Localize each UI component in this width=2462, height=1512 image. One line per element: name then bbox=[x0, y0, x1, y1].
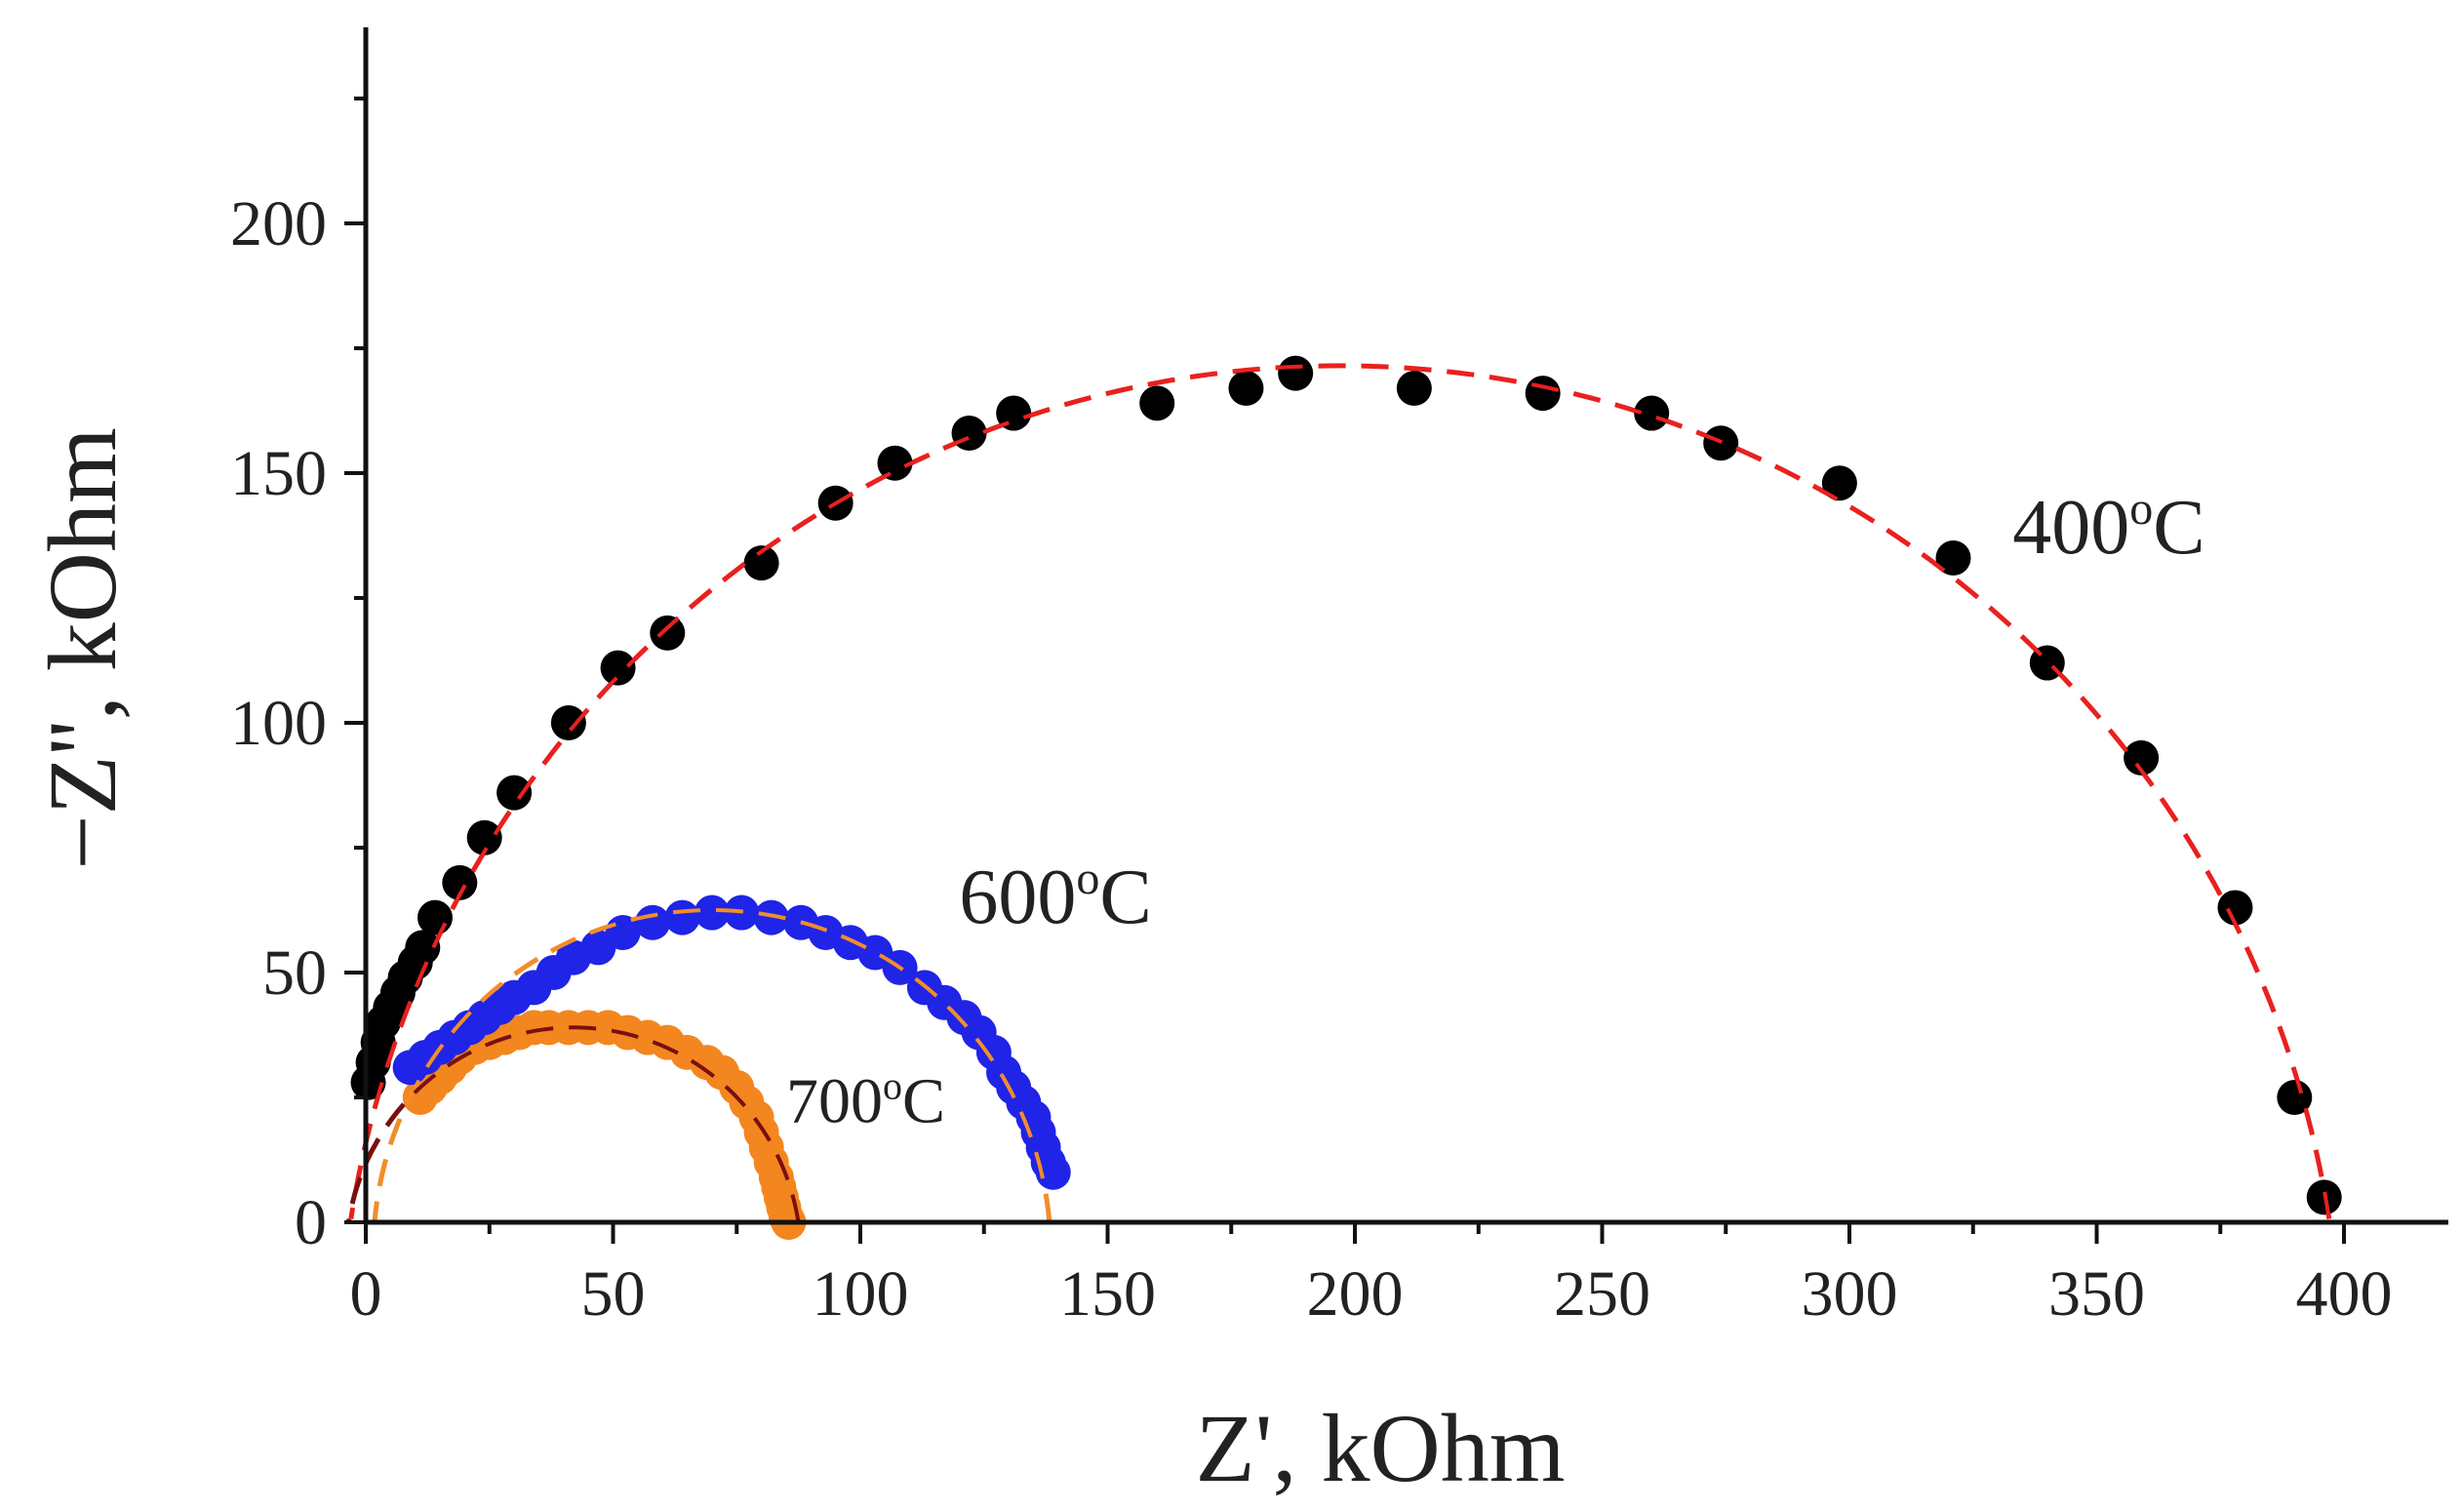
y-axis-title: −Z'', kOhm bbox=[28, 427, 137, 870]
data-point bbox=[1634, 395, 1670, 431]
data-point bbox=[1821, 465, 1857, 501]
x-tick-label: 300 bbox=[1802, 1258, 1898, 1330]
data-point bbox=[2277, 1080, 2313, 1115]
y-tick-label: 100 bbox=[230, 688, 327, 759]
data-point bbox=[753, 899, 789, 935]
data-point bbox=[2217, 890, 2253, 926]
data-point bbox=[600, 650, 636, 686]
fit-curve-overlay-700 bbox=[346, 1025, 801, 1222]
data-point bbox=[417, 899, 453, 935]
fit-curve-overlay-600 bbox=[373, 908, 1052, 1221]
data-point bbox=[664, 899, 700, 935]
data-point bbox=[1035, 1154, 1071, 1190]
data-point bbox=[694, 895, 730, 931]
data-point bbox=[650, 615, 686, 651]
x-tick-label: 250 bbox=[1554, 1258, 1650, 1330]
data-point bbox=[635, 904, 671, 940]
axes bbox=[363, 27, 2448, 1225]
data-point bbox=[1139, 385, 1175, 421]
x-tick-label: 200 bbox=[1307, 1258, 1404, 1330]
data-point bbox=[2124, 739, 2160, 776]
x-tick-label: 100 bbox=[813, 1258, 909, 1330]
data-point bbox=[405, 930, 441, 966]
data-point bbox=[996, 395, 1032, 431]
x-tick-label: 350 bbox=[2048, 1258, 2145, 1330]
data-point bbox=[1525, 376, 1561, 412]
data-point bbox=[1396, 370, 1432, 406]
series-600-points bbox=[392, 895, 1071, 1190]
data-point bbox=[1278, 355, 1314, 391]
x-tick-label: 150 bbox=[1059, 1258, 1156, 1330]
y-tick-label: 0 bbox=[295, 1187, 327, 1258]
data-point bbox=[951, 416, 987, 452]
x-tick-label: 400 bbox=[2296, 1258, 2393, 1330]
data-point bbox=[442, 864, 478, 900]
fit-curve-overlay-400 bbox=[348, 363, 2331, 1219]
y-tick-label: 200 bbox=[230, 188, 327, 259]
data-point bbox=[877, 445, 913, 481]
y-tick-label: 150 bbox=[230, 438, 327, 509]
y-tick-label: 50 bbox=[262, 937, 327, 1009]
x-tick-label: 50 bbox=[581, 1258, 646, 1330]
x-tick-label: 0 bbox=[350, 1258, 382, 1330]
data-point bbox=[743, 545, 779, 581]
data-point bbox=[550, 705, 586, 740]
series-labels: 400oC 600oC 700oC bbox=[786, 483, 2205, 1137]
data-points bbox=[346, 355, 2342, 1240]
data-point bbox=[1228, 370, 1264, 406]
series-label-400: 400oC bbox=[2012, 483, 2204, 571]
series-label-600: 600oC bbox=[959, 853, 1151, 940]
data-point bbox=[496, 775, 533, 811]
series-label-700: 700oC bbox=[786, 1064, 945, 1137]
x-axis-title: Z', kOhm bbox=[1195, 1394, 1565, 1502]
data-point bbox=[1935, 540, 1971, 577]
data-point bbox=[466, 819, 502, 855]
ticks: 0 50 100 150 200 250 300 350 400 0 50 100 150 200 bbox=[230, 97, 2393, 1330]
